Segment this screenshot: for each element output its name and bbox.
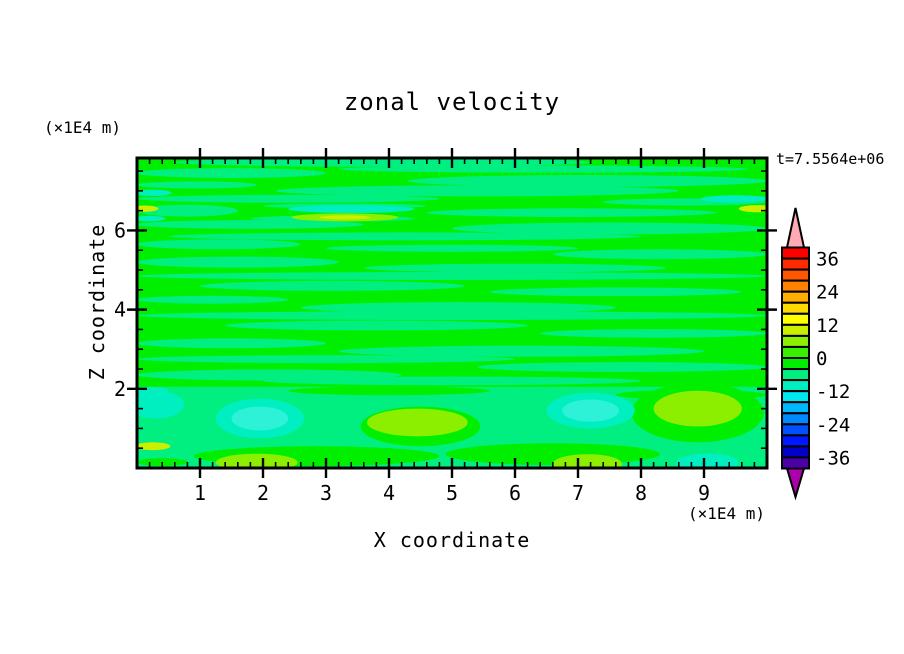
colorbar-tick-label: -36 bbox=[816, 447, 850, 469]
colorbar-cell bbox=[781, 357, 810, 371]
contour-streak-spring bbox=[326, 244, 578, 252]
contour-streak-spring bbox=[338, 165, 749, 173]
contour-streak-spring bbox=[552, 249, 767, 260]
contour-patch-cyan-core bbox=[562, 399, 619, 422]
z-tick-label: 6 bbox=[114, 218, 126, 242]
contour-streak-spring bbox=[137, 311, 767, 320]
contour-streak-spring bbox=[137, 338, 326, 349]
x-tick-label: 9 bbox=[698, 481, 710, 505]
contour-streak-green bbox=[288, 386, 490, 396]
x-tick-label: 8 bbox=[635, 481, 647, 505]
z-tick-label: 4 bbox=[114, 298, 126, 322]
colorbar-cell bbox=[781, 434, 810, 448]
colorbar-tick-label: 12 bbox=[816, 315, 839, 337]
contour-streak-spring bbox=[137, 168, 326, 178]
contour-streak-spring bbox=[338, 345, 704, 357]
contour-patch-teal bbox=[137, 189, 172, 197]
page-title: zonal velocity bbox=[343, 88, 561, 116]
colorbar-cell bbox=[781, 445, 810, 459]
x-axis-unit-label: (×1E4 m) bbox=[688, 504, 766, 523]
contour-streak-spring bbox=[407, 175, 767, 187]
colorbar-under-arrow bbox=[785, 467, 806, 501]
x-axis-title: X coordinate bbox=[373, 528, 531, 552]
x-tick-label: 5 bbox=[446, 481, 458, 505]
time-annotation: t=7.5564e+06 bbox=[776, 150, 885, 168]
contour-streak-green bbox=[445, 443, 660, 466]
colorbar-cell bbox=[781, 412, 810, 426]
y-axis-unit-label: (×1E4 m) bbox=[44, 118, 122, 137]
contour-streak-spring bbox=[199, 280, 465, 291]
x-tick-label: 7 bbox=[572, 481, 584, 505]
colorbar-cell bbox=[781, 301, 810, 315]
contour-streak-spring bbox=[137, 220, 364, 229]
contour-streak-spring bbox=[137, 272, 767, 280]
contour-streak-spring bbox=[452, 222, 767, 235]
z-tick-label: 2 bbox=[114, 377, 126, 401]
contour-streak-spring bbox=[275, 185, 679, 197]
contour-patch-teal bbox=[137, 215, 166, 222]
contour-patch-chartreuse bbox=[215, 453, 298, 468]
contour-patch-teal bbox=[288, 205, 415, 214]
contour-patch-chartreuse bbox=[653, 390, 742, 427]
contour-streak-spring bbox=[137, 295, 289, 304]
contour-patch-yellow bbox=[319, 215, 371, 220]
colorbar-cell bbox=[781, 368, 810, 382]
colorbar-cell bbox=[781, 323, 810, 337]
colorbar-cell bbox=[781, 290, 810, 304]
contour-streak-spring bbox=[137, 194, 440, 203]
x-tick-label: 4 bbox=[383, 481, 395, 505]
colorbar-cell bbox=[781, 257, 810, 271]
contour-streak-spring bbox=[426, 208, 717, 217]
contour-streak-spring bbox=[540, 329, 767, 338]
colorbar-cell bbox=[781, 379, 810, 393]
contour-patch-chartreuse bbox=[366, 408, 468, 437]
contour-patch-teal bbox=[137, 390, 185, 419]
contour-patch-teal bbox=[700, 195, 767, 203]
colorbar-cell bbox=[781, 334, 810, 348]
x-tick-label: 3 bbox=[320, 481, 332, 505]
colorbar-cell bbox=[781, 312, 810, 326]
colorbar-cell bbox=[781, 268, 810, 282]
contour-patch-yellow bbox=[738, 205, 767, 213]
colorbar-tick-label: -12 bbox=[816, 381, 850, 403]
colorbar-tick-label: 24 bbox=[816, 282, 839, 304]
colorbar-cell bbox=[781, 423, 810, 437]
contour-streak-spring bbox=[174, 158, 591, 167]
colorbar-cell bbox=[781, 390, 810, 404]
contour-streak-spring bbox=[137, 355, 515, 364]
contour-field bbox=[137, 158, 767, 468]
colorbar-tick-label: -24 bbox=[816, 414, 850, 436]
colorbar-cell bbox=[781, 246, 810, 260]
contour-patch-chartreuse bbox=[552, 454, 623, 468]
colorbar-cell bbox=[781, 345, 810, 360]
contour-streak-spring bbox=[477, 362, 767, 372]
colorbar-cell bbox=[781, 456, 810, 470]
x-tick-label: 6 bbox=[509, 481, 521, 505]
contour-patch-cyan-core bbox=[231, 406, 289, 431]
contour-streak-spring bbox=[137, 239, 301, 250]
colorbar-cell bbox=[781, 279, 810, 293]
contour-streak-spring bbox=[363, 263, 667, 273]
contour-streak-spring bbox=[263, 376, 641, 386]
contour-streak-spring bbox=[225, 320, 528, 331]
x-tick-label: 1 bbox=[194, 481, 206, 505]
contour-streak-spring bbox=[137, 204, 238, 217]
colorbar-over-arrow bbox=[785, 207, 806, 249]
contour-patch-yellow bbox=[137, 205, 159, 212]
contour-streak-spring bbox=[300, 302, 616, 314]
x-tick-label: 2 bbox=[257, 481, 269, 505]
colorbar-tick-label: 36 bbox=[816, 249, 839, 271]
contour-streak-spring bbox=[137, 181, 257, 189]
contour-streak-spring bbox=[137, 256, 339, 268]
colorbar-tick-label: 0 bbox=[816, 348, 827, 370]
contour-patch-yellow bbox=[137, 442, 171, 451]
contour-streak-spring bbox=[168, 232, 641, 241]
contour-streak-spring bbox=[489, 287, 742, 297]
colorbar-cell bbox=[781, 401, 810, 415]
